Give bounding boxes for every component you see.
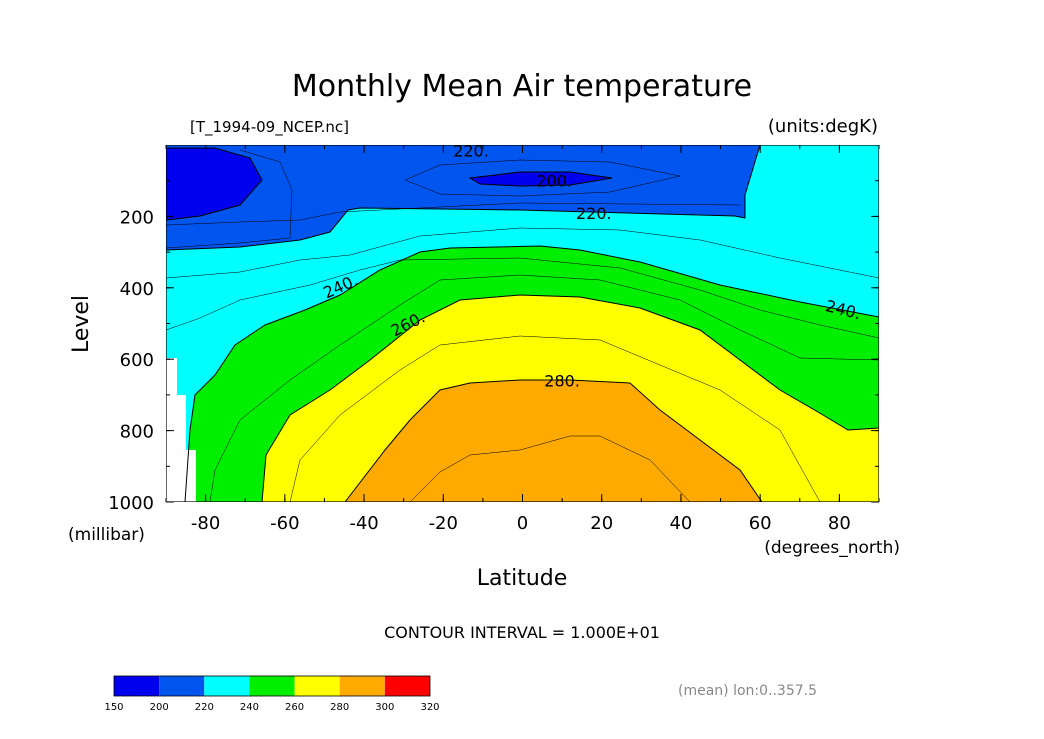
colorbar-segment — [114, 676, 160, 696]
contour-label: 220. — [453, 141, 489, 160]
contour-line — [184, 245, 879, 502]
contour-line-minor — [409, 435, 691, 502]
contour-line — [344, 379, 763, 502]
plot-area — [166, 145, 879, 502]
x-tick-label: 20 — [590, 513, 613, 534]
source-label: [T_1994-09_NCEP.nc] — [190, 118, 349, 137]
colorbar-label: 300 — [375, 702, 394, 713]
band-200-220 — [166, 145, 760, 250]
averaging-note: (mean) lon:0..357.5 — [678, 683, 817, 699]
band-below-200-center — [470, 172, 612, 186]
colorbar-label: 220 — [195, 702, 214, 713]
y-units-label: (millibar) — [68, 525, 145, 545]
missing-data-area — [166, 358, 196, 502]
y-tick-label: 600 — [120, 350, 154, 371]
band-below-200-left — [166, 148, 262, 220]
y-tick-label: 400 — [120, 279, 154, 300]
contour-line-minor — [289, 335, 821, 502]
contour-line-minor — [166, 227, 879, 279]
contour-label: 220. — [576, 204, 612, 223]
x-tick-label: -80 — [191, 513, 220, 534]
x-axis-label: Latitude — [477, 566, 568, 591]
x-tick-label: 40 — [669, 513, 692, 534]
x-tick-label: -60 — [270, 513, 299, 534]
x-axis-ticks: -80 -60 -40 -20 0 20 40 60 80 — [165, 145, 880, 534]
contour-line-minor — [166, 149, 293, 249]
colorbar-label: 280 — [330, 702, 349, 713]
x-tick-label: 60 — [749, 513, 772, 534]
colorbar-label: 150 — [104, 702, 123, 713]
chart-title: Monthly Mean Air temperature — [292, 69, 752, 104]
x-tick-label: -40 — [349, 513, 378, 534]
contour-line — [261, 294, 879, 502]
contour-line — [468, 171, 613, 187]
colorbar-segment — [159, 676, 205, 696]
contour-line-minor — [166, 202, 741, 226]
y-tick-label: 800 — [120, 422, 154, 443]
colorbar: 150 200 220 240 260 280 300 320 — [104, 675, 440, 713]
x-tick-label: 0 — [517, 513, 528, 534]
x-units-label: (degrees_north) — [764, 538, 900, 558]
y-axis-label: Level — [69, 295, 94, 353]
colorbar-label: 240 — [240, 702, 259, 713]
contour-interval-text: CONTOUR INTERVAL = 1.000E+01 — [384, 623, 660, 642]
colorbar-segment — [249, 676, 295, 696]
y-tick-label: 200 — [120, 207, 154, 228]
colorbar-label: 320 — [420, 702, 439, 713]
x-tick-label: 80 — [828, 513, 851, 534]
y-axis-ticks: 200 400 600 800 1000 — [108, 180, 879, 514]
y-tick-label: 1000 — [108, 493, 154, 514]
contour-line-minor — [166, 257, 879, 339]
colorbar-segment — [384, 676, 430, 696]
x-tick-label: -20 — [429, 513, 458, 534]
contour-line-minor — [209, 274, 879, 502]
colorbar-label: 200 — [150, 702, 169, 713]
units-label: (units:degK) — [768, 116, 878, 137]
contour-label: 280. — [544, 372, 580, 391]
contour-line — [166, 147, 263, 221]
colorbar-segment — [339, 676, 385, 696]
colorbar-label: 260 — [285, 702, 304, 713]
colorbar-segment — [294, 676, 340, 696]
contour-label: 200. — [536, 172, 572, 191]
colorbar-segment — [204, 676, 250, 696]
band-280-300 — [345, 380, 762, 502]
contour-line-minor — [404, 159, 681, 197]
contour-line — [166, 145, 761, 251]
